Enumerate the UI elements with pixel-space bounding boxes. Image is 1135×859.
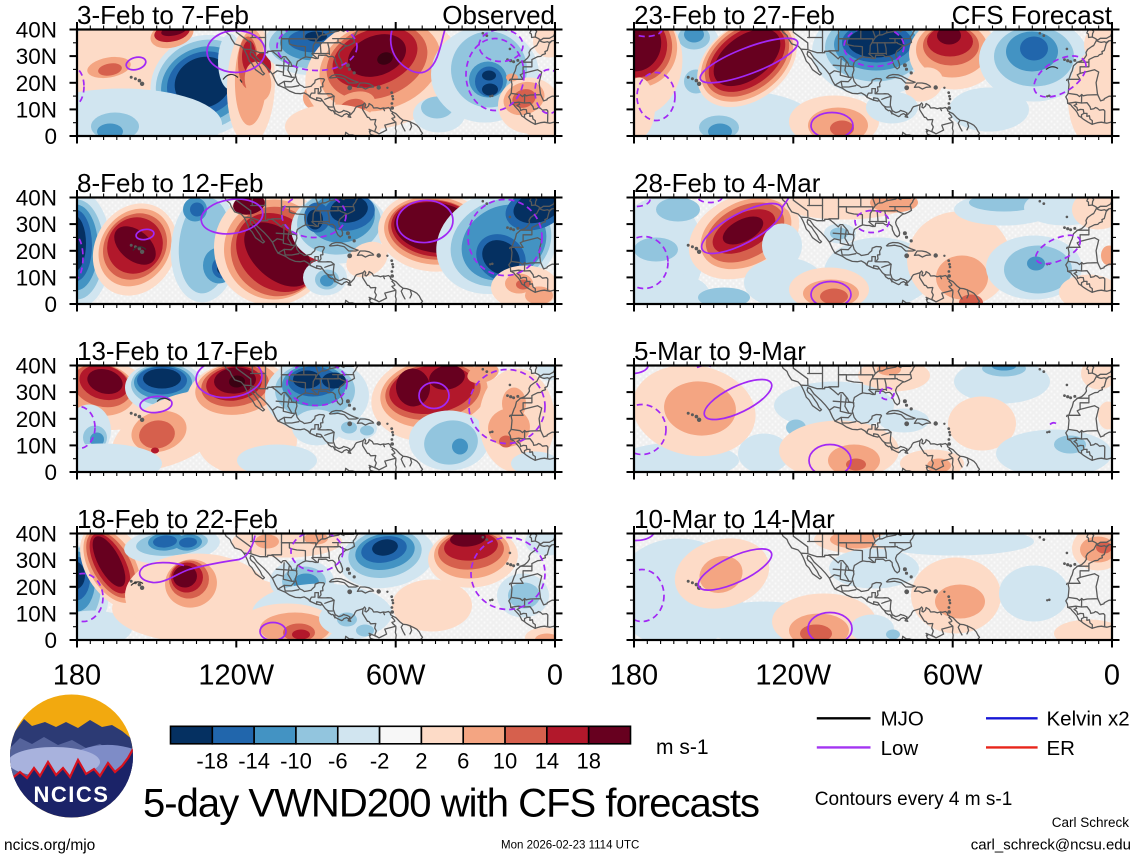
svg-text:40N: 40N <box>16 186 57 211</box>
svg-text:40N: 40N <box>16 18 57 43</box>
svg-text:-18: -18 <box>196 749 228 774</box>
svg-text:10N: 10N <box>16 433 57 458</box>
svg-text:5-day VWND200 with CFS forecas: 5-day VWND200 with CFS forecasts <box>143 782 760 826</box>
svg-text:Contours every 4 m s-1: Contours every 4 m s-1 <box>815 789 1012 810</box>
svg-text:0: 0 <box>547 660 563 692</box>
svg-text:23-Feb to 27-Feb: 23-Feb to 27-Feb <box>634 0 835 30</box>
svg-text:0: 0 <box>44 292 57 317</box>
svg-text:10-Mar to 14-Mar: 10-Mar to 14-Mar <box>634 504 835 534</box>
svg-text:Observed: Observed <box>442 0 555 30</box>
svg-text:120W: 120W <box>198 660 274 692</box>
svg-text:carl_schreck@ncsu.edu: carl_schreck@ncsu.edu <box>971 837 1131 854</box>
svg-text:20N: 20N <box>16 239 57 264</box>
svg-text:Carl Schreck: Carl Schreck <box>1052 815 1130 830</box>
svg-text:ER: ER <box>1047 737 1075 760</box>
svg-text:120W: 120W <box>755 660 831 692</box>
svg-text:10: 10 <box>493 749 517 774</box>
svg-text:20N: 20N <box>16 407 57 432</box>
svg-text:Kelvin x2: Kelvin x2 <box>1047 708 1130 731</box>
svg-text:14: 14 <box>535 749 559 774</box>
svg-text:18-Feb to 22-Feb: 18-Feb to 22-Feb <box>77 504 278 534</box>
svg-text:180: 180 <box>610 660 658 692</box>
svg-text:-6: -6 <box>328 749 348 774</box>
svg-text:40N: 40N <box>16 522 57 547</box>
svg-text:60W: 60W <box>366 660 426 692</box>
svg-text:30N: 30N <box>16 380 57 405</box>
svg-text:60W: 60W <box>923 660 983 692</box>
svg-text:30N: 30N <box>16 44 57 69</box>
svg-text:6: 6 <box>457 749 469 774</box>
svg-text:30N: 30N <box>16 548 57 573</box>
svg-text:0: 0 <box>1104 660 1120 692</box>
svg-text:Mon 2026-02-23 1114 UTC: Mon 2026-02-23 1114 UTC <box>501 840 639 852</box>
svg-text:-2: -2 <box>370 749 390 774</box>
svg-text:10N: 10N <box>16 265 57 290</box>
svg-text:NCICS: NCICS <box>34 782 110 807</box>
svg-text:28-Feb to 4-Mar: 28-Feb to 4-Mar <box>634 168 821 198</box>
svg-text:10N: 10N <box>16 97 57 122</box>
svg-text:0: 0 <box>44 628 57 653</box>
svg-text:40N: 40N <box>16 354 57 379</box>
svg-text:MJO: MJO <box>881 708 924 731</box>
svg-text:3-Feb to 7-Feb: 3-Feb to 7-Feb <box>77 0 249 30</box>
svg-text:ncics.org/mjo: ncics.org/mjo <box>4 837 95 854</box>
svg-text:5-Mar to 9-Mar: 5-Mar to 9-Mar <box>634 336 806 366</box>
svg-text:18: 18 <box>576 749 600 774</box>
svg-text:0: 0 <box>44 124 57 149</box>
svg-text:Low: Low <box>881 737 919 760</box>
svg-text:30N: 30N <box>16 212 57 237</box>
svg-text:13-Feb to 17-Feb: 13-Feb to 17-Feb <box>77 336 278 366</box>
svg-text:CFS Forecast: CFS Forecast <box>952 0 1113 30</box>
svg-text:8-Feb to 12-Feb: 8-Feb to 12-Feb <box>77 168 263 198</box>
svg-text:2: 2 <box>415 749 427 774</box>
svg-text:180: 180 <box>53 660 101 692</box>
svg-text:m s-1: m s-1 <box>656 736 709 759</box>
svg-text:0: 0 <box>44 460 57 485</box>
svg-text:-10: -10 <box>280 749 312 774</box>
svg-text:-14: -14 <box>238 749 270 774</box>
svg-text:10N: 10N <box>16 601 57 626</box>
svg-text:20N: 20N <box>16 575 57 600</box>
svg-text:20N: 20N <box>16 71 57 96</box>
